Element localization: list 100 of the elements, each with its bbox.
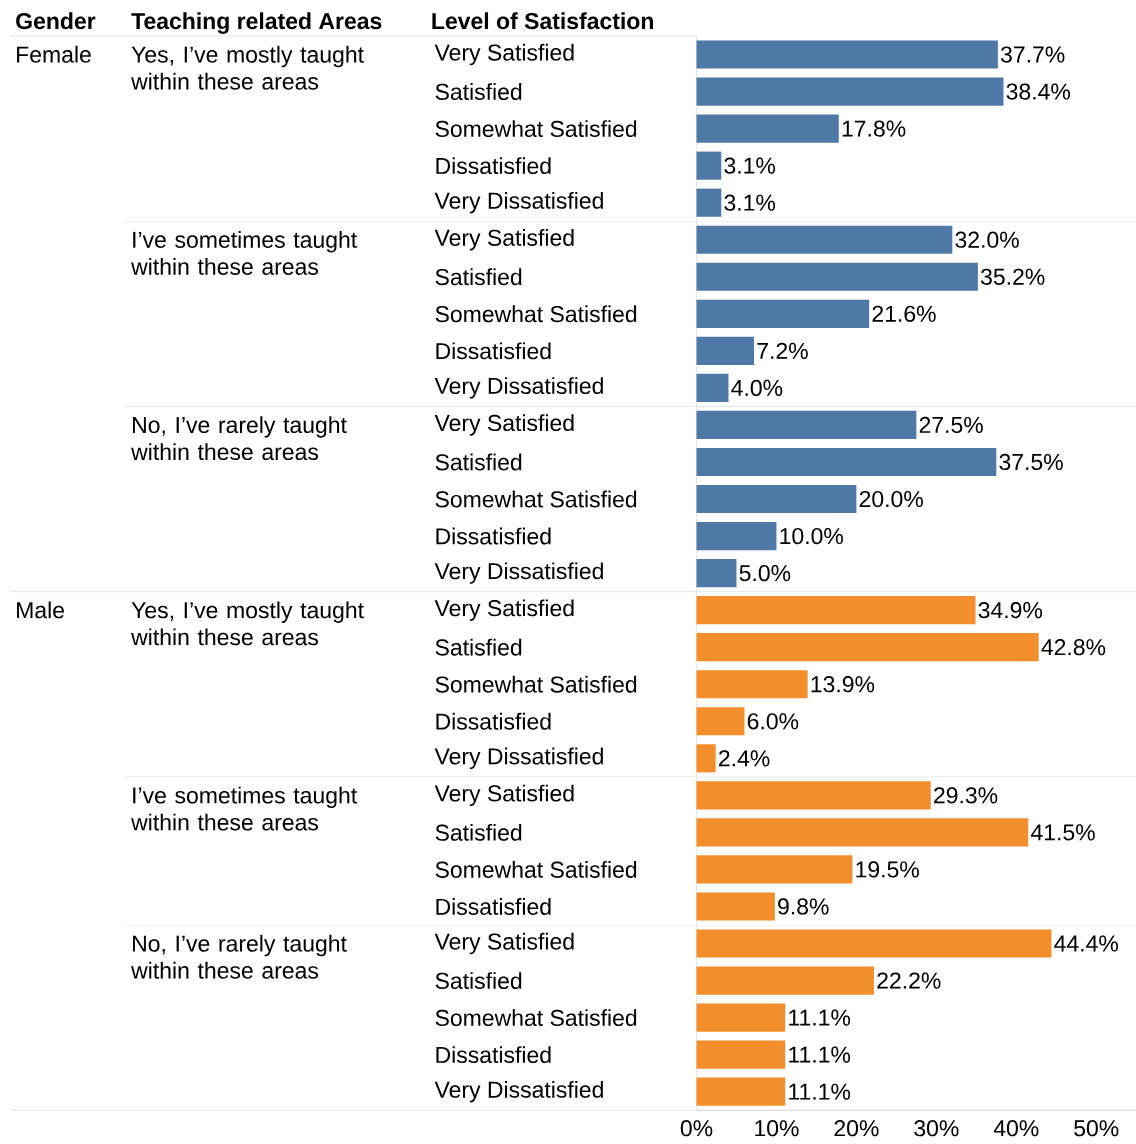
y-tick-label: Very Satisfied [434, 932, 574, 955]
x-tick-label: 10% [755, 1120, 799, 1137]
y-tick-label: Somewhat Satisfied [435, 305, 636, 323]
y-tick-label: Dissatisfied [436, 712, 551, 730]
bar [696, 114, 839, 143]
data-label: 10.0% [780, 527, 843, 545]
data-label: 32.0% [955, 231, 1019, 248]
bar [696, 892, 775, 921]
data-label: 34.9% [978, 602, 1042, 619]
y-tick-label: Very Satisfied [434, 414, 574, 436]
data-label: 3.1% [724, 157, 775, 174]
data-label: 37.5% [999, 453, 1063, 471]
data-label: 27.5% [919, 416, 983, 434]
y-tick-label: Somewhat Satisfied [435, 490, 636, 508]
bar [696, 670, 808, 699]
bar [696, 410, 917, 440]
bar [696, 262, 978, 291]
bar [696, 818, 1029, 847]
bar [696, 484, 857, 514]
y-tick-label: Satisfied [435, 972, 522, 989]
y-tick-label: Dissatisfied [436, 898, 551, 915]
text: Yes, I’ve mostly taught within these areas [130, 601, 364, 646]
text: I’ve sometimes taught within these areas [130, 231, 357, 275]
data-label: 19.5% [856, 861, 919, 878]
data-label: 13.9% [811, 676, 874, 693]
y-tick-label: Satisfied [435, 638, 522, 656]
y-tick-label: Very Dissatisfied [434, 562, 603, 584]
x-tick-label: 0% [680, 1120, 713, 1137]
bar [696, 188, 722, 217]
bar [696, 633, 1039, 662]
bar [696, 521, 777, 551]
data-label: 4.0% [731, 379, 783, 397]
data-label: 9.8% [777, 898, 829, 915]
x-tick-label: 20% [834, 1120, 879, 1137]
data-label: 6.0% [747, 713, 799, 730]
bar [696, 707, 745, 736]
text: Male [16, 601, 64, 619]
data-label: 11.1% [789, 1009, 850, 1026]
y-tick-label: Dissatisfied [436, 1046, 551, 1064]
x-tick-label: 50% [1073, 1120, 1119, 1137]
text: Yes, I’ve mostly taught within these areas [130, 45, 364, 90]
y-tick-label: Very Dissatisfied [434, 191, 603, 214]
y-tick-label: Very Satisfied [434, 599, 574, 621]
bar [696, 596, 976, 625]
y-tick-label: Very Satisfied [434, 784, 574, 807]
bar [696, 151, 722, 180]
y-tick-label: Dissatisfied [436, 342, 551, 360]
data-label: 21.6% [872, 305, 936, 322]
text: Level of Satisfaction [432, 12, 653, 30]
text: Female [16, 45, 91, 63]
x-tick-label: 30% [914, 1120, 959, 1137]
y-tick-label: Somewhat Satisfied [435, 675, 636, 693]
y-tick-label: Dissatisfied [436, 527, 551, 545]
data-label: 38.4% [1006, 83, 1070, 100]
bar [696, 559, 737, 588]
bar [696, 373, 729, 402]
data-label: 11.1% [789, 1046, 850, 1063]
data-label: 3.1% [724, 194, 775, 211]
data-label: 2.4% [718, 750, 770, 767]
data-label: 11.1% [789, 1083, 850, 1100]
bar [696, 1003, 786, 1032]
bar [696, 1040, 786, 1069]
data-label: 44.4% [1053, 935, 1118, 952]
y-tick-label: Satisfied [435, 83, 522, 100]
y-tick-label: Satisfied [435, 268, 522, 286]
bar [696, 447, 997, 477]
text: Gender [15, 12, 96, 30]
bar [696, 855, 853, 884]
bar [696, 1077, 786, 1106]
data-label: 42.8% [1041, 639, 1106, 656]
y-tick-label: Somewhat Satisfied [435, 861, 636, 878]
text: No, I’ve rarely taught within these areas [130, 934, 347, 979]
y-tick-label: Very Satisfied [434, 43, 574, 66]
bar [696, 40, 998, 69]
bar [696, 225, 953, 254]
bar [696, 966, 874, 995]
y-tick-label: Very Dissatisfied [434, 747, 603, 770]
text: Teaching related Areas [131, 12, 382, 34]
y-tick-label: Very Satisfied [434, 229, 574, 251]
bar [696, 744, 716, 773]
text: I’ve sometimes taught within these areas [130, 786, 357, 831]
y-tick-label: Somewhat Satisfied [435, 1009, 636, 1027]
data-label: 7.2% [757, 342, 808, 359]
x-tick-label: 40% [993, 1120, 1039, 1137]
data-label: 22.2% [877, 972, 941, 989]
data-label: 35.2% [980, 268, 1045, 285]
data-label: 29.3% [933, 787, 998, 804]
y-tick-label: Dissatisfied [436, 157, 551, 175]
data-label: 20.0% [859, 490, 923, 508]
y-tick-label: Somewhat Satisfied [435, 120, 636, 138]
bar [696, 336, 754, 365]
text: No, I’ve rarely taught within these areas [130, 416, 347, 461]
y-tick-label: Satisfied [435, 823, 522, 841]
y-tick-label: Satisfied [435, 453, 522, 471]
y-tick-label: Very Dissatisfied [434, 377, 603, 399]
bar [696, 77, 1004, 106]
data-label: 37.7% [1000, 46, 1065, 63]
y-tick-label: Very Dissatisfied [434, 1080, 603, 1103]
data-label: 5.0% [739, 564, 791, 582]
bar [696, 929, 1052, 958]
